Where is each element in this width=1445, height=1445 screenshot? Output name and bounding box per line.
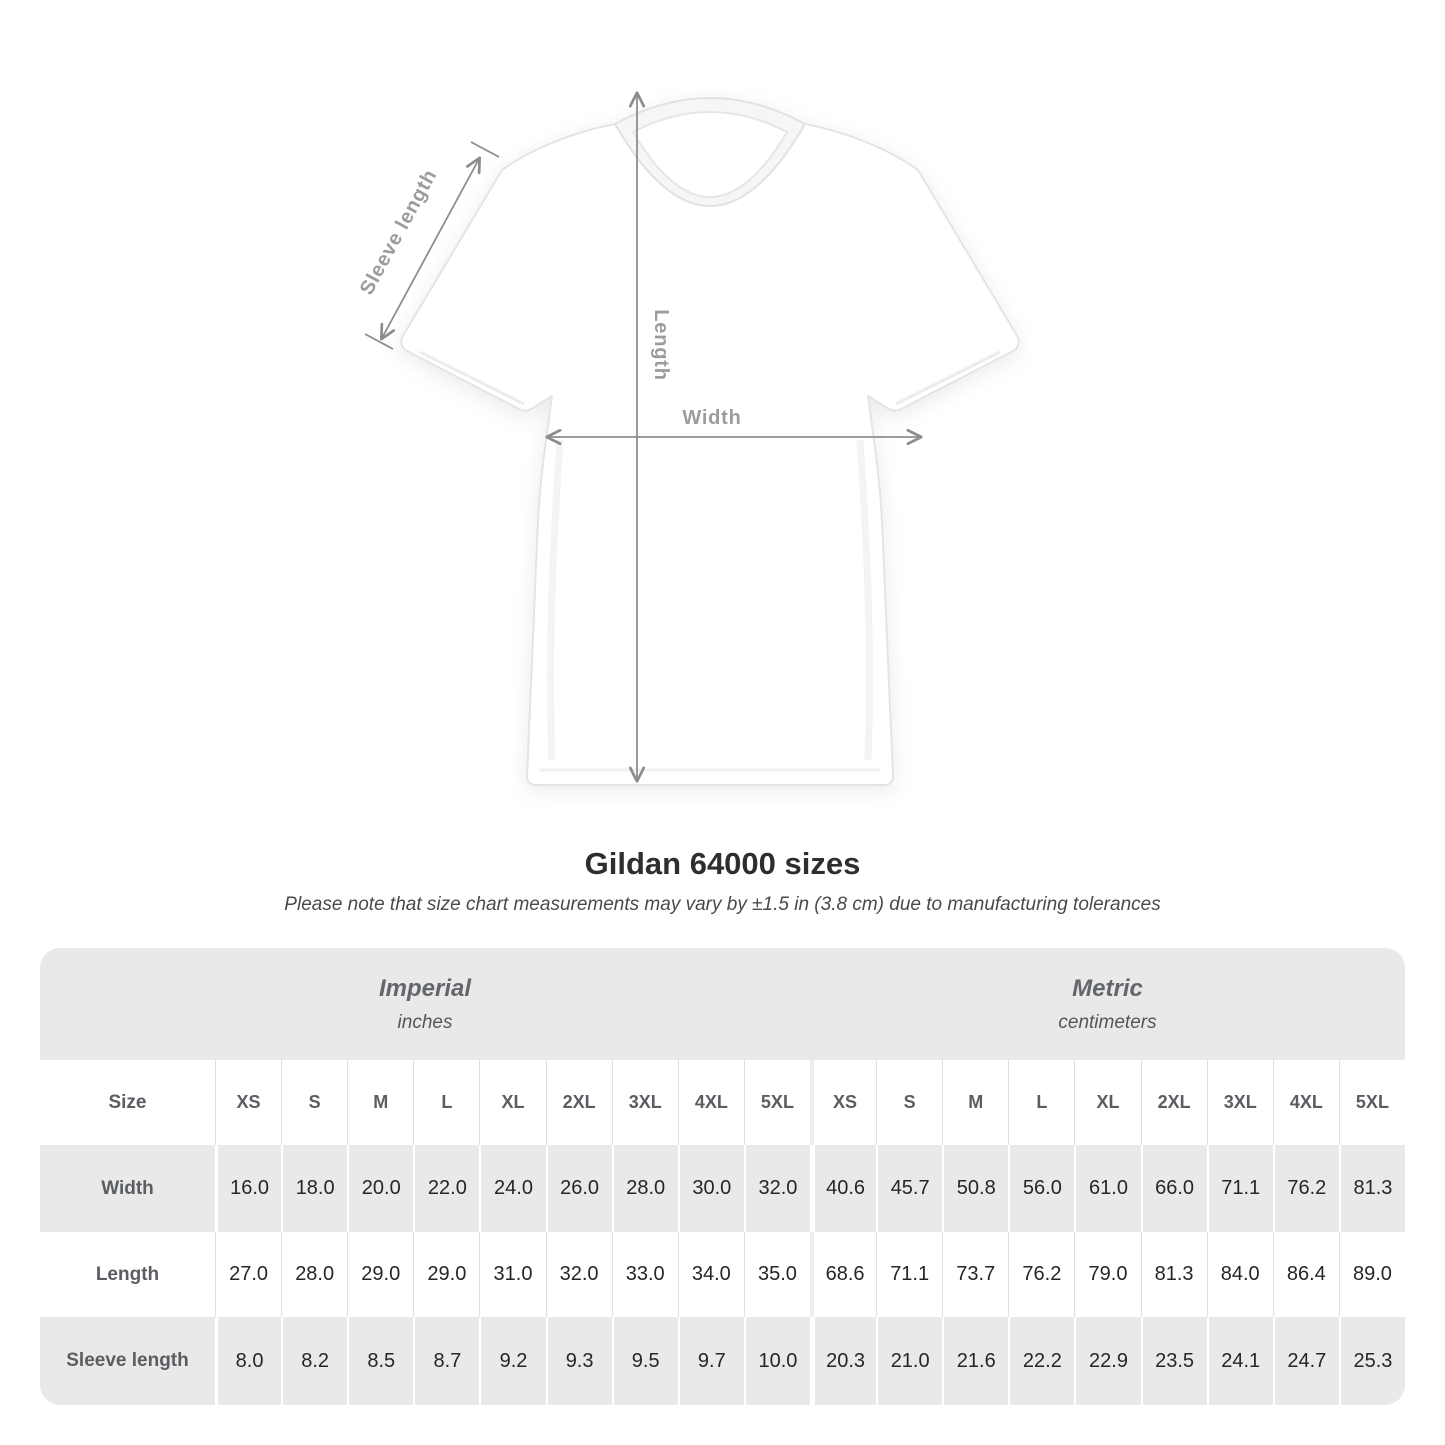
value-cell-imperial: 9.7 — [677, 1317, 744, 1405]
value-cell-metric: 84.0 — [1206, 1232, 1273, 1317]
value-cell-imperial: 33.0 — [611, 1232, 678, 1317]
value-cell-imperial: 27.0 — [215, 1232, 282, 1317]
value-cell-imperial: 16.0 — [215, 1145, 282, 1232]
value-cell-imperial: 8.5 — [347, 1317, 414, 1405]
value-cell-metric: 50.8 — [942, 1145, 1009, 1232]
value-cell-imperial: 18.0 — [281, 1145, 348, 1232]
value-cell-metric: 66.0 — [1140, 1145, 1207, 1232]
value-cell-imperial: 28.0 — [611, 1145, 678, 1232]
value-cell-metric: 20.3 — [810, 1317, 877, 1405]
size-col-header-metric: S — [876, 1060, 943, 1145]
value-cell-imperial: 9.3 — [545, 1317, 612, 1405]
metric-group-header: Metric centimeters — [810, 948, 1405, 1060]
value-cell-imperial: 30.0 — [677, 1145, 744, 1232]
value-cell-imperial: 10.0 — [743, 1317, 810, 1405]
value-cell-metric: 76.2 — [1272, 1145, 1339, 1232]
size-col-header-imperial: 4XL — [677, 1060, 744, 1145]
size-col-header-metric: XS — [810, 1060, 877, 1145]
length-label: Length — [650, 309, 672, 380]
value-cell-metric: 71.1 — [876, 1232, 943, 1317]
value-cell-imperial: 32.0 — [545, 1232, 612, 1317]
value-cell-metric: 61.0 — [1074, 1145, 1141, 1232]
imperial-group-header: Imperial inches — [40, 948, 810, 1060]
value-cell-metric: 79.0 — [1074, 1232, 1141, 1317]
value-cell-metric: 76.2 — [1008, 1232, 1075, 1317]
value-cell-metric: 22.2 — [1008, 1317, 1075, 1405]
value-cell-imperial: 34.0 — [677, 1232, 744, 1317]
row-label: Width — [40, 1145, 215, 1232]
value-cell-metric: 25.3 — [1338, 1317, 1405, 1405]
imperial-label: Imperial — [378, 974, 472, 1002]
value-cell-metric: 22.9 — [1074, 1317, 1141, 1405]
size-col-header-imperial: S — [281, 1060, 348, 1145]
size-col-header-imperial: M — [347, 1060, 414, 1145]
size-table: Imperial inches Metric centimeters Size X… — [40, 948, 1405, 1405]
size-col-header-imperial: 3XL — [611, 1060, 678, 1145]
value-cell-metric: 68.6 — [810, 1232, 877, 1317]
size-col-header-metric: M — [942, 1060, 1009, 1145]
size-row-label: Size — [40, 1060, 215, 1145]
value-cell-imperial: 35.0 — [743, 1232, 810, 1317]
value-cell-imperial: 8.2 — [281, 1317, 348, 1405]
width-arrow: Width — [545, 407, 923, 446]
value-cell-imperial: 8.7 — [413, 1317, 480, 1405]
size-col-header-imperial: 2XL — [545, 1060, 612, 1145]
value-cell-imperial: 31.0 — [479, 1232, 546, 1317]
value-cell-metric: 45.7 — [876, 1145, 943, 1232]
size-col-header-imperial: L — [413, 1060, 480, 1145]
size-col-header-imperial: XL — [479, 1060, 546, 1145]
value-cell-imperial: 29.0 — [347, 1232, 414, 1317]
size-col-header-metric: XL — [1074, 1060, 1141, 1145]
value-cell-metric: 89.0 — [1338, 1232, 1405, 1317]
value-cell-metric: 21.6 — [942, 1317, 1009, 1405]
value-cell-imperial: 9.5 — [611, 1317, 678, 1405]
value-cell-metric: 24.1 — [1206, 1317, 1273, 1405]
tshirt-image — [400, 97, 1020, 786]
size-col-header-imperial: 5XL — [743, 1060, 810, 1145]
value-cell-imperial: 29.0 — [413, 1232, 480, 1317]
imperial-unit-label: inches — [397, 1011, 453, 1033]
value-cell-metric: 40.6 — [810, 1145, 877, 1232]
size-col-header-imperial: XS — [215, 1060, 282, 1145]
value-cell-imperial: 32.0 — [743, 1145, 810, 1232]
metric-label: Metric — [1072, 974, 1143, 1002]
value-cell-metric: 81.3 — [1338, 1145, 1405, 1232]
value-cell-metric: 73.7 — [942, 1232, 1009, 1317]
page-title: Gildan 64000 sizes — [584, 846, 861, 881]
value-cell-imperial: 26.0 — [545, 1145, 612, 1232]
size-col-header-metric: 5XL — [1338, 1060, 1405, 1145]
value-cell-metric: 56.0 — [1008, 1145, 1075, 1232]
page-subtitle: Please note that size chart measurements… — [284, 894, 1161, 915]
value-cell-metric: 81.3 — [1140, 1232, 1207, 1317]
size-col-header-metric: 2XL — [1140, 1060, 1207, 1145]
metric-unit-label: centimeters — [1058, 1011, 1157, 1033]
value-cell-imperial: 22.0 — [413, 1145, 480, 1232]
row-label: Sleeve length — [40, 1317, 215, 1405]
value-cell-imperial: 8.0 — [215, 1317, 282, 1405]
value-cell-imperial: 9.2 — [479, 1317, 546, 1405]
value-cell-metric: 86.4 — [1272, 1232, 1339, 1317]
value-cell-imperial: 28.0 — [281, 1232, 348, 1317]
width-label: Width — [682, 407, 741, 429]
value-cell-metric: 21.0 — [876, 1317, 943, 1405]
value-cell-metric: 71.1 — [1206, 1145, 1273, 1232]
value-cell-metric: 24.7 — [1272, 1317, 1339, 1405]
sleeve-length-label: Sleeve length — [356, 166, 442, 299]
value-cell-imperial: 24.0 — [479, 1145, 546, 1232]
size-col-header-metric: 4XL — [1272, 1060, 1339, 1145]
tshirt-measurement-diagram: Length Width Sleeve length — [356, 91, 1020, 786]
row-label: Length — [40, 1232, 215, 1317]
value-cell-imperial: 20.0 — [347, 1145, 414, 1232]
value-cell-metric: 23.5 — [1140, 1317, 1207, 1405]
size-col-header-metric: 3XL — [1206, 1060, 1273, 1145]
size-col-header-metric: L — [1008, 1060, 1075, 1145]
